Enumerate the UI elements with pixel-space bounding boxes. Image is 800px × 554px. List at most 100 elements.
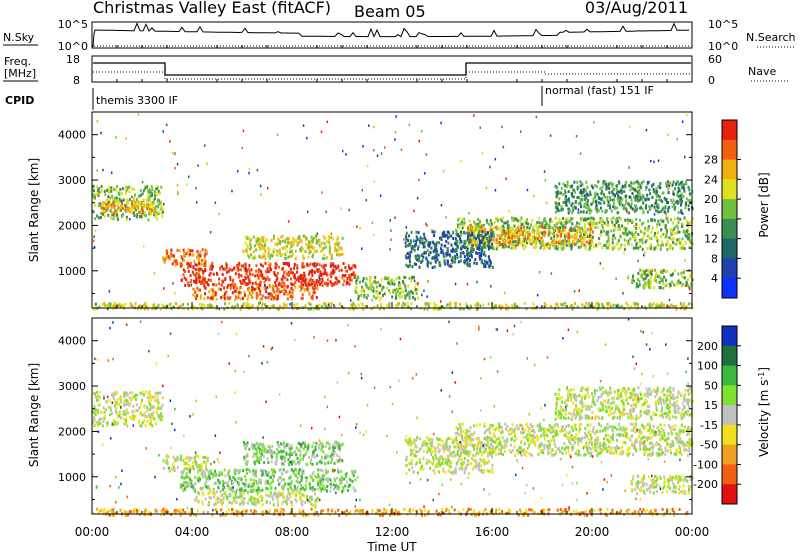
- power-cell: [210, 304, 213, 308]
- power-cell: [627, 303, 630, 307]
- power-cell: [581, 236, 583, 240]
- power-cell: [310, 242, 313, 246]
- power-cell: [139, 189, 142, 192]
- power-cell: [246, 297, 249, 301]
- power-cell: [571, 202, 574, 206]
- power-cell: [564, 225, 567, 229]
- power-cell: [279, 290, 281, 294]
- power-cell: [487, 255, 490, 259]
- power-cell: [475, 240, 478, 244]
- power-cell: [642, 277, 645, 281]
- power-cell: [115, 303, 118, 307]
- power-cell: [122, 212, 125, 216]
- power-cell: [606, 186, 609, 190]
- power-cell: [296, 302, 299, 306]
- velocity-cell: [247, 468, 250, 472]
- power-cell: [240, 281, 243, 285]
- power-cell: [686, 284, 689, 287]
- velocity-cell: [194, 460, 197, 464]
- power-cell: [679, 241, 682, 245]
- power-cell: [144, 211, 147, 214]
- power-cell: [408, 296, 411, 300]
- power-cell: [296, 243, 299, 247]
- velocity-cell: [125, 417, 128, 421]
- power-cell: [438, 263, 441, 267]
- velocity-cell: [320, 468, 322, 472]
- power-cell: [307, 243, 310, 247]
- power-cell: [147, 218, 150, 222]
- power-cell: [476, 247, 479, 251]
- power-cell: [96, 185, 98, 189]
- power-cell: [586, 228, 589, 232]
- power-cell: [325, 256, 328, 260]
- power-cell: [617, 224, 620, 227]
- cpid-label: CPID: [5, 94, 34, 107]
- velocity-cell: [298, 469, 301, 473]
- velocity-cell: [176, 465, 179, 469]
- power-cell: [308, 270, 311, 274]
- power-cell: [326, 278, 329, 282]
- power-cell: [530, 242, 533, 246]
- power-cell: [265, 286, 268, 290]
- power-cell: [306, 262, 309, 266]
- velocity-cell: [147, 413, 150, 417]
- power-cell: [425, 257, 428, 261]
- velocity-cell: [226, 484, 229, 487]
- power-cell: [202, 270, 205, 273]
- velocity-cell: [293, 488, 296, 492]
- power-cell: [480, 234, 483, 238]
- power-cell: [576, 221, 579, 225]
- power-cell: [252, 286, 254, 290]
- power-cell: [223, 307, 226, 311]
- power-cell: [451, 258, 454, 262]
- power-cell: [194, 281, 197, 284]
- power-cell: [671, 229, 674, 233]
- velocity-cell: [244, 475, 247, 479]
- power-cell: [273, 271, 276, 274]
- power-cell: [225, 290, 228, 294]
- velocity-cell: [135, 403, 138, 407]
- power-cell: [228, 301, 231, 305]
- power-cell: [486, 231, 489, 235]
- power-cell: [627, 242, 630, 246]
- power-cell: [487, 244, 490, 247]
- power-cell: [473, 222, 476, 226]
- velocity-cell: [162, 396, 164, 400]
- power-cell: [130, 202, 133, 205]
- power-cell: [372, 289, 375, 293]
- power-cell: [574, 206, 577, 210]
- velocity-cell: [162, 466, 165, 470]
- power-cell: [397, 288, 400, 291]
- power-cell: [208, 290, 211, 294]
- velocity-cell: [159, 414, 162, 418]
- power-cell: [665, 235, 668, 239]
- power-cell: [419, 241, 422, 245]
- power-cell: [508, 225, 511, 229]
- power-cell: [289, 267, 292, 271]
- power-colorbar-tick-label: 16: [704, 213, 718, 226]
- power-cell: [596, 225, 599, 229]
- power-cell: [361, 189, 363, 192]
- power-cell: [679, 246, 682, 250]
- power-cell: [225, 263, 228, 267]
- power-cell: [686, 113, 688, 117]
- power-cell: [374, 290, 377, 294]
- velocity-cell: [102, 406, 105, 410]
- power-cell: [417, 231, 420, 235]
- power-cell: [448, 235, 451, 239]
- power-cell: [121, 199, 123, 203]
- power-cell: [274, 265, 277, 269]
- power-cell: [591, 224, 593, 227]
- power-cell: [646, 210, 649, 214]
- power-cell: [597, 180, 600, 184]
- power-cell: [571, 194, 574, 198]
- power-cell: [353, 276, 356, 279]
- velocity-cell: [187, 475, 190, 479]
- power-cell: [612, 216, 615, 220]
- velocity-cell: [141, 398, 143, 402]
- power-cell: [466, 282, 469, 286]
- velocity-cell: [147, 391, 150, 395]
- power-cell: [246, 237, 249, 241]
- power-cell: [623, 238, 626, 242]
- power-cell: [212, 272, 215, 276]
